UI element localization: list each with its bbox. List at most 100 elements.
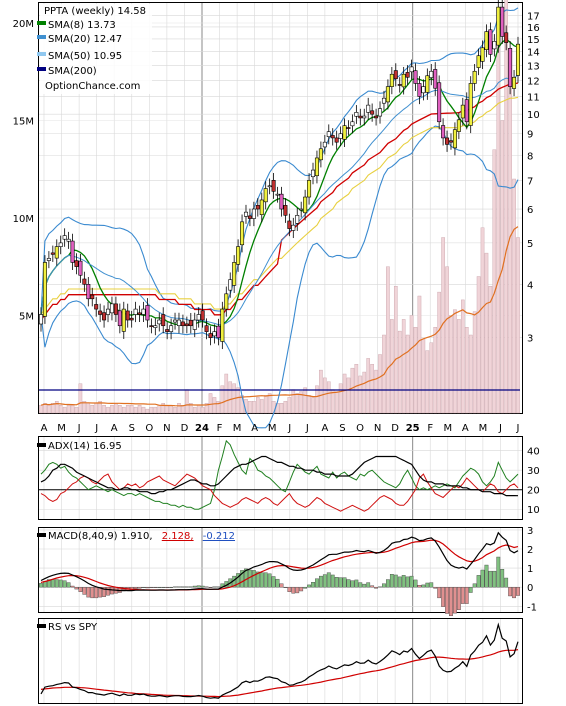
rs-legend: RS vs SPY [37, 622, 98, 633]
volume-bar [393, 286, 398, 414]
candle-body [452, 129, 457, 149]
candle-body [216, 325, 221, 339]
volume-bar [504, 0, 508, 414]
y-tick-label: 10 [527, 110, 540, 121]
volume-bar [453, 309, 457, 414]
candle-body [232, 262, 237, 286]
volume-bar [472, 311, 477, 414]
macd-histogram-bar [283, 586, 288, 588]
candle-body [413, 70, 418, 84]
macd-histogram-bar [476, 575, 481, 588]
candle-body [220, 308, 225, 342]
macd-legend-swatch [37, 533, 46, 537]
candle-body [295, 215, 300, 224]
x-axis-label: J [77, 423, 81, 434]
candle-body [401, 73, 406, 88]
candle-body [38, 314, 43, 325]
x-axis-label: M [268, 423, 277, 434]
macd-histogram-bar [212, 586, 217, 588]
macd-histogram-bar [374, 586, 378, 589]
candle-body [188, 319, 193, 327]
x-axis-label: M [479, 423, 488, 434]
volume-bar [78, 383, 83, 414]
candle-body [484, 31, 489, 50]
macd-tick-label: 3 [527, 526, 533, 537]
macd-histogram-bar [433, 586, 438, 589]
macd-histogram-bar [54, 579, 59, 588]
macd-histogram-bar [354, 579, 359, 588]
volume-bar [307, 395, 311, 414]
candle-body [346, 127, 351, 129]
y-tick-label: 5 [527, 239, 533, 250]
volume-bar [267, 393, 272, 414]
volume-bar [216, 401, 221, 414]
candle-body [421, 86, 426, 94]
macd-histogram-bar [350, 580, 355, 588]
candle-body [228, 279, 233, 291]
y-tick-label: 6 [527, 205, 533, 216]
volume-bar [429, 342, 434, 414]
volume-bar [169, 405, 173, 414]
macd-histogram-bar [500, 569, 505, 588]
candle-body [208, 333, 213, 339]
macd-histogram-bar [251, 570, 256, 588]
macd-histogram-bar [255, 571, 260, 588]
y-tick-label: 15 [527, 35, 540, 46]
macd-histogram-bar [82, 586, 87, 595]
candle-body [102, 312, 107, 321]
candle-body [488, 29, 493, 55]
volume-bar [86, 403, 91, 414]
bollinger-lower-line [40, 125, 519, 429]
volume-bar [157, 405, 162, 414]
volume-bar [196, 405, 201, 414]
candle-body [271, 179, 276, 192]
y-tick-label: 13 [527, 61, 540, 72]
macd-histogram-bar [307, 584, 311, 588]
macd-histogram-bar [78, 586, 83, 592]
y-tick-label: 3 [527, 334, 533, 345]
macd-histogram-bar [157, 586, 162, 588]
candle-body [50, 252, 55, 255]
watermark: OptionChance.com [45, 81, 140, 92]
macd-histogram-bar [287, 586, 292, 592]
x-axis-label: O [145, 423, 153, 434]
volume-bar [295, 393, 300, 414]
macd-histogram-bar [98, 586, 103, 598]
candle-body [433, 69, 438, 89]
macd-label-prefix: MACD(8,40,9) 1.910, [48, 531, 153, 542]
macd-histogram-bar [441, 586, 445, 607]
macd-histogram-bar [177, 586, 181, 588]
volume-bar [433, 327, 438, 414]
candle-body [425, 75, 430, 93]
macd-tick-label: 0 [527, 583, 533, 594]
candle-body [476, 55, 481, 68]
macd-histogram-bar [267, 573, 272, 588]
rs-label: RS vs SPY [48, 622, 98, 633]
ticker-label: PPTA (weekly) 14.58 [44, 6, 146, 17]
volume-bar [90, 405, 95, 414]
macd-histogram-bar [334, 577, 339, 588]
candle-body [173, 319, 178, 323]
volume-bar [291, 389, 296, 414]
macd-histogram-bar [386, 579, 390, 588]
adx-legend: ADX(14) 16.95 [37, 441, 122, 452]
candle-body [334, 137, 339, 143]
x-axis-label: J [305, 423, 309, 434]
candle-body [204, 325, 209, 332]
macd-histogram-bar [315, 578, 319, 588]
macd-hist-value: -0.212 [203, 531, 235, 542]
candle-body [512, 76, 517, 89]
legend-swatch-sma200 [37, 67, 46, 71]
candle-body [393, 70, 398, 80]
adx-panel-frame [38, 436, 523, 520]
x-axis-label: 24 [195, 423, 209, 434]
macd-histogram-bar [70, 585, 75, 588]
rs-legend-swatch [37, 624, 46, 628]
adx-legend-swatch [37, 443, 46, 447]
axis-labels: A M J J A S O N D 24 F M A M J J A S O N D 25 F M A M J J3456789101… [13, 12, 540, 614]
macd-histogram-bar [149, 586, 154, 588]
candle-body [78, 260, 83, 276]
adx-tick-label: 30 [527, 466, 540, 477]
macd-tick-label: -1 [527, 602, 537, 613]
